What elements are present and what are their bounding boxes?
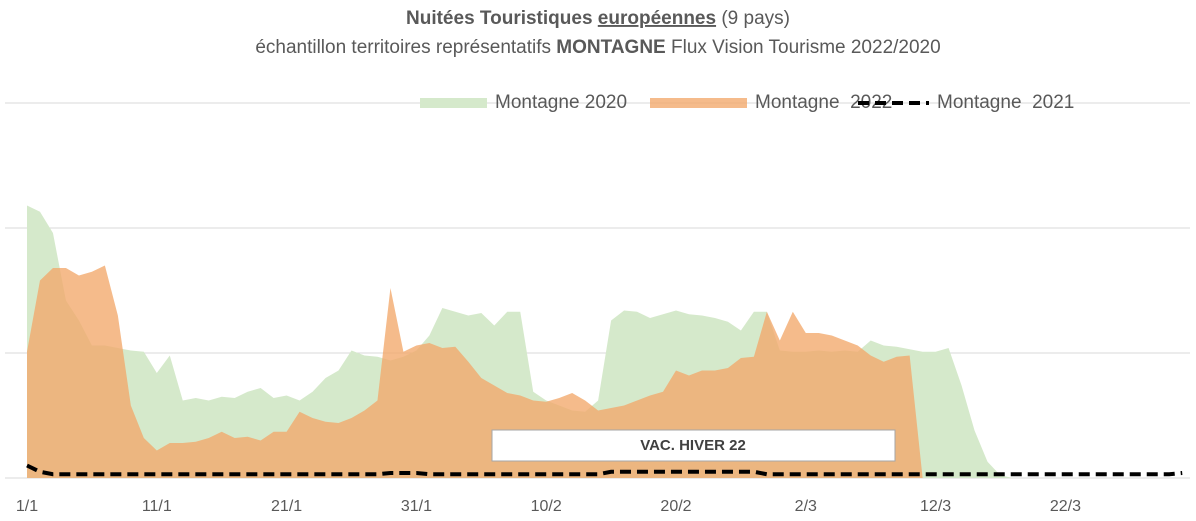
x-tick-label: 2/3 <box>795 498 817 515</box>
x-tick-label: 31/1 <box>401 498 432 515</box>
area <box>27 265 923 478</box>
title-underlined: européennes <box>598 8 716 29</box>
legend-label: Montagne 2020 <box>495 92 627 113</box>
x-tick-label: 21/1 <box>271 498 302 515</box>
legend-label: Montagne 2022 <box>755 92 892 113</box>
x-tick-label: 12/3 <box>920 498 951 515</box>
annotation: VAC. HIVER 22 <box>640 437 746 454</box>
subtitle-pre: échantillon territoires représentatifs <box>255 37 551 58</box>
x-tick-label: 1/1 <box>16 498 38 515</box>
chart-title: Nuitées Touristiques européennes (9 pays… <box>406 8 790 29</box>
x-tick-label: 11/1 <box>142 498 172 515</box>
legend: Montagne 2020 Montagne 2022 Montagne 2021 <box>420 92 1074 113</box>
plot-area <box>5 102 1190 479</box>
legend-label: Montagne 2021 <box>937 92 1074 113</box>
legend-swatch <box>650 98 747 108</box>
legend-swatch <box>420 98 487 108</box>
title-rest: (9 pays) <box>721 8 790 29</box>
subtitle-bold: MONTAGNE <box>556 37 665 58</box>
subtitle-post: Flux Vision Tourisme 2022/2020 <box>671 37 941 58</box>
annotation-box <box>491 429 896 462</box>
title-bold: Nuitées Touristiques <box>406 8 593 29</box>
chart-subtitle: échantillon territoires représentatifs M… <box>255 37 940 58</box>
x-tick-label: 20/2 <box>660 498 691 515</box>
x-tick-label: 22/3 <box>1050 498 1081 515</box>
line <box>26 463 1183 477</box>
x-tick-label: 10/2 <box>531 498 562 515</box>
